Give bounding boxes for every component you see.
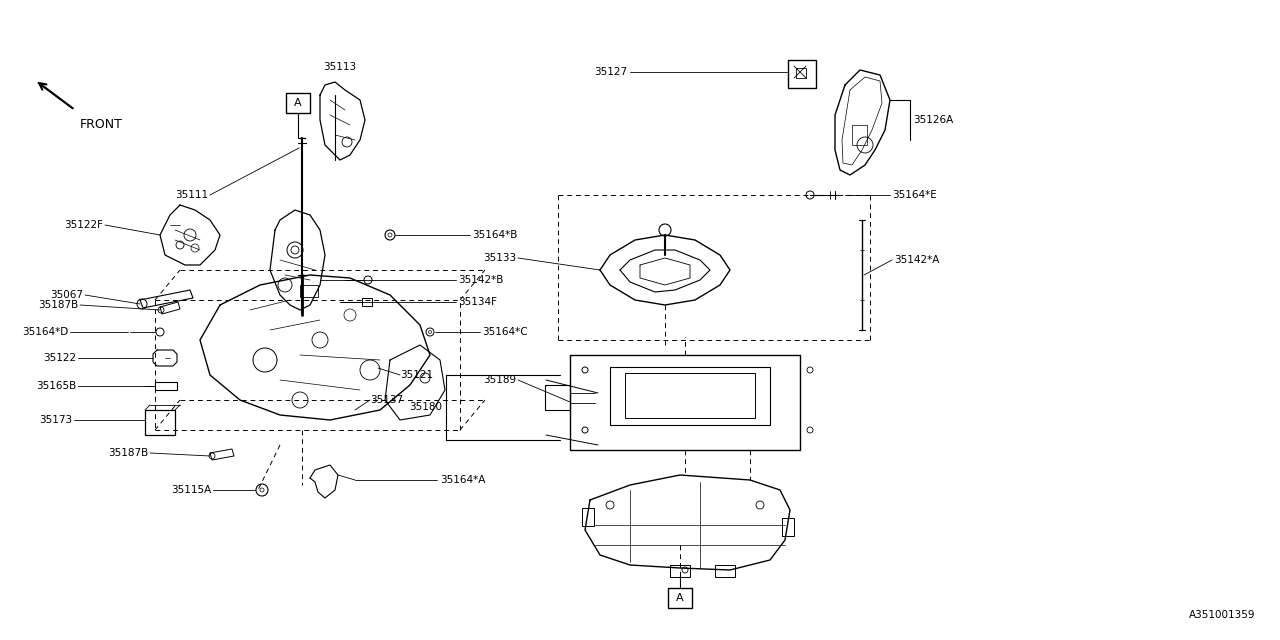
Text: 35164*D: 35164*D [22,327,68,337]
Bar [625,373,755,418]
Circle shape [209,453,215,459]
Text: 35133: 35133 [483,253,516,263]
Text: FRONT: FRONT [81,118,123,131]
Bar [669,565,690,577]
Bar [582,508,594,526]
Text: 35122F: 35122F [64,220,102,230]
Circle shape [806,427,813,433]
Text: 35142*B: 35142*B [458,275,503,285]
Circle shape [157,307,164,313]
Text: 35137: 35137 [370,395,403,405]
Bar [145,410,175,435]
Text: A: A [676,593,684,603]
Circle shape [177,241,184,249]
Text: 35127: 35127 [594,67,627,77]
Bar [716,565,735,577]
Circle shape [756,501,764,509]
Circle shape [806,191,814,199]
Circle shape [806,367,813,373]
Text: 35164*C: 35164*C [483,327,527,337]
Bar [545,385,570,410]
Text: 35164*A: 35164*A [440,475,485,485]
Text: 35189: 35189 [483,375,516,385]
Circle shape [420,373,430,383]
Circle shape [253,348,276,372]
Circle shape [287,242,303,258]
Circle shape [256,484,268,496]
Bar [788,60,817,88]
Circle shape [858,137,873,153]
Circle shape [291,246,300,254]
Bar [852,125,867,145]
Bar [285,93,310,113]
Circle shape [360,360,380,380]
Text: 35067: 35067 [50,290,83,300]
Circle shape [582,367,588,373]
Text: 35187B: 35187B [108,448,148,458]
Text: 35111: 35111 [175,190,209,200]
Text: A: A [294,98,302,108]
Text: 35164*E: 35164*E [892,190,937,200]
Circle shape [605,501,614,509]
Text: A351001359: A351001359 [1189,610,1254,620]
Circle shape [582,427,588,433]
Text: 35142*A: 35142*A [893,255,940,265]
Text: 35115A: 35115A [170,485,211,495]
Circle shape [385,230,396,240]
Bar [362,298,372,306]
Bar [668,588,692,608]
Circle shape [344,309,356,321]
Text: 35165B: 35165B [36,381,76,391]
Circle shape [659,224,671,236]
Circle shape [426,328,434,336]
Circle shape [156,328,164,336]
Text: 35122: 35122 [42,353,76,363]
Text: 35126A: 35126A [913,115,954,125]
Bar [796,68,806,78]
Circle shape [388,233,392,237]
Circle shape [278,278,292,292]
Circle shape [682,567,689,573]
Circle shape [342,137,352,147]
Text: 35187B: 35187B [37,300,78,310]
Circle shape [429,330,431,333]
Text: 35134F: 35134F [458,297,497,307]
Text: 35173: 35173 [38,415,72,425]
Circle shape [191,244,198,252]
Circle shape [137,299,147,309]
Bar [300,285,317,297]
Text: 35113: 35113 [324,62,357,72]
Circle shape [260,488,264,492]
Circle shape [312,332,328,348]
Bar [782,518,794,536]
Bar [155,382,177,390]
Circle shape [292,392,308,408]
Circle shape [364,276,372,284]
Text: 35164*B: 35164*B [472,230,517,240]
Circle shape [184,229,196,241]
Text: 35121: 35121 [401,370,433,380]
Text: 35180: 35180 [410,402,442,412]
